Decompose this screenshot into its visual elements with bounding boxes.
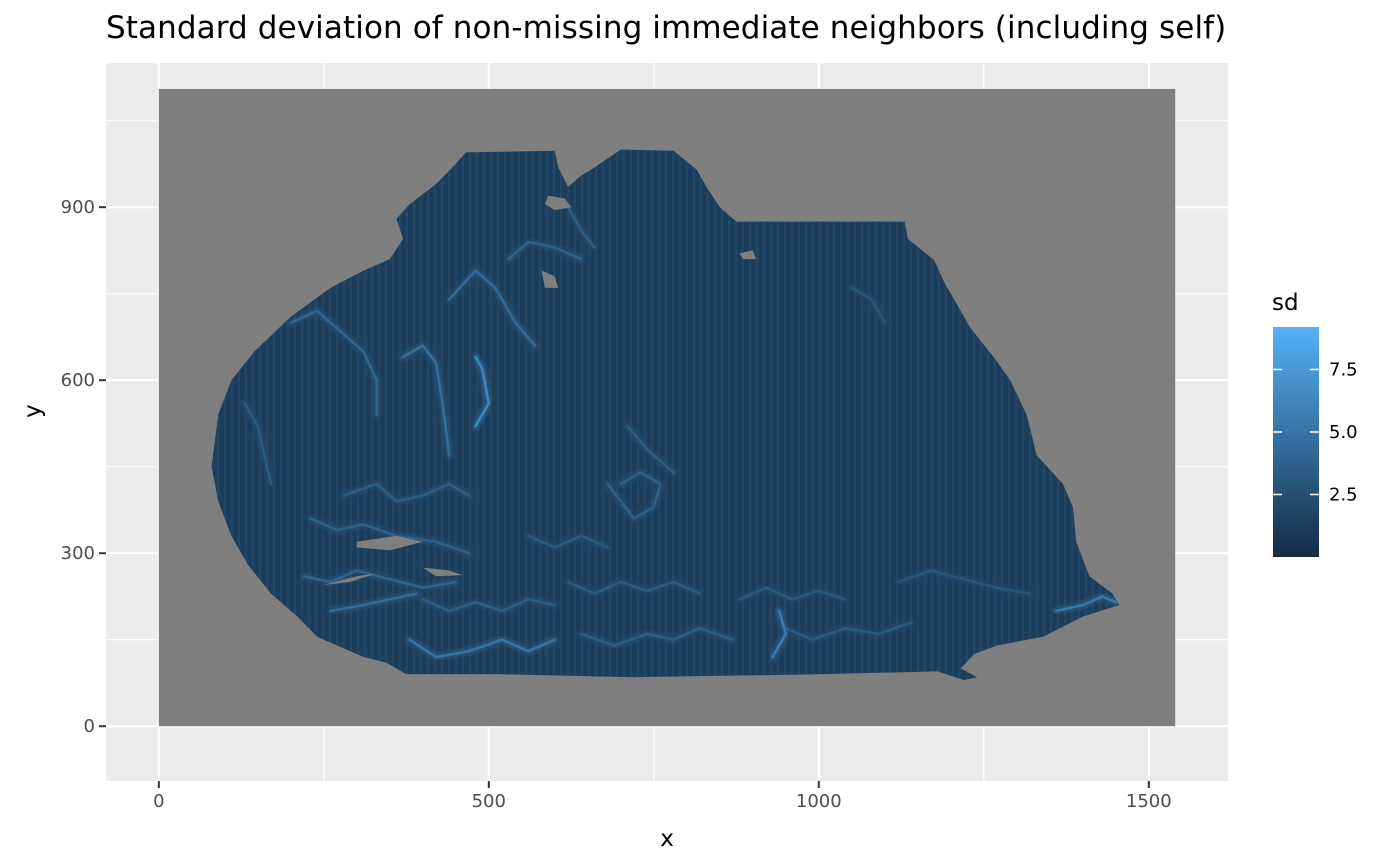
legend-break-label: 5.0 [1329,422,1358,443]
sd-structure [579,626,735,647]
x-tick-label: 1000 [796,791,842,812]
sd-structure [606,471,662,520]
legend-ticks: 2.5 5.0 7.5 [1273,360,1358,506]
sd-structure [302,569,458,590]
sd-structure [342,482,471,503]
sd-structure [408,638,557,659]
sd-structure [289,309,378,417]
sd-structure [738,586,847,601]
sd-structure [329,592,418,613]
sd-structure [401,344,451,457]
sd-structure [896,569,1032,595]
y-tick-label: 0 [84,716,95,737]
x-axis-title: x [660,826,674,852]
sd-structure [527,534,609,549]
sd-structure [421,598,557,613]
sd-structure [566,205,596,249]
sd-structure [850,286,887,324]
chart-title: Standard deviation of non-missing immedi… [106,10,1227,46]
missing-hole [356,535,423,551]
legend-title: sd [1272,290,1299,316]
sd-structure [784,621,913,641]
legend: sd 2.5 5.0 7.5 [1272,290,1358,557]
missing-hole [541,270,559,288]
x-tick-label: 1500 [1126,791,1172,812]
sd-structure [771,609,788,659]
x-tick-label: 0 [153,791,164,812]
sd-structure [566,580,702,595]
sd-structure [626,425,675,474]
sd-structure [243,402,273,486]
sd-structure [507,240,583,261]
missing-hole [422,567,463,577]
legend-break-label: 2.5 [1329,485,1358,506]
sd-structure [474,355,491,428]
high-sd-structures [240,203,1120,661]
missing-hole [544,195,572,211]
y-tick-label: 900 [61,197,95,218]
missing-holes [323,195,757,585]
legend-break-label: 7.5 [1329,360,1358,381]
missing-hole [739,250,757,260]
sd-structure [1055,595,1118,613]
legend-colorbar [1273,327,1319,557]
sd-structure [447,269,537,347]
x-axis: 0 500 1000 1500 [153,781,1172,812]
y-tick-label: 300 [61,543,95,564]
y-tick-label: 600 [61,370,95,391]
y-axis-title: y [20,404,46,418]
sd-structure [309,517,471,555]
y-axis: 0 300 600 900 [61,197,106,737]
x-tick-label: 500 [472,791,506,812]
missing-hole [323,573,377,585]
